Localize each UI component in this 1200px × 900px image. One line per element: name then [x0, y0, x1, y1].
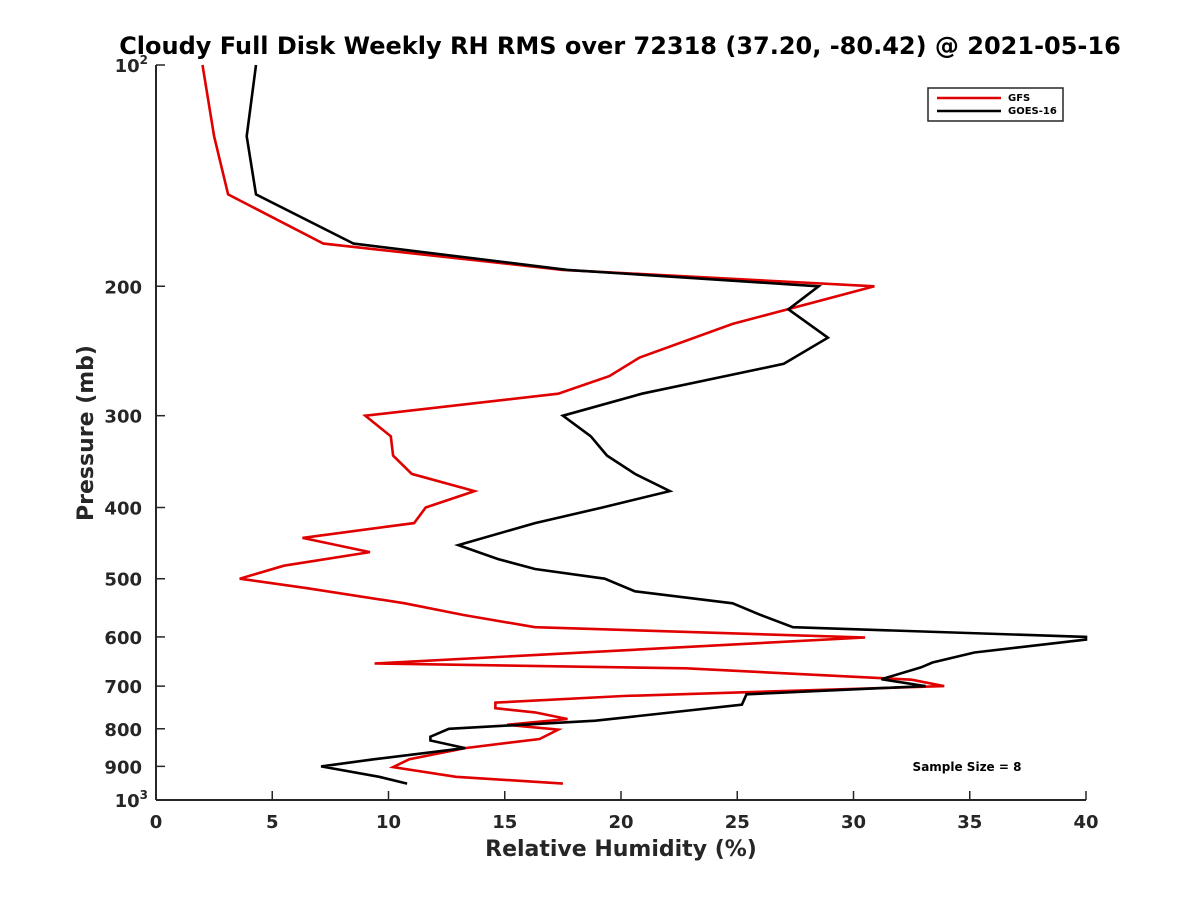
legend-label-gfs: GFS [1008, 93, 1030, 104]
legend-label-goes16: GOES-16 [1008, 106, 1057, 117]
y-tick-label: 200 [104, 277, 142, 298]
x-tick-label: 40 [1073, 812, 1098, 833]
legend: GFS GOES-16 [927, 87, 1064, 122]
x-axis-ticks: 0 5 10 15 20 25 30 35 40 [150, 791, 1099, 833]
x-tick-label: 35 [957, 812, 982, 833]
y-tick-label: 600 [104, 628, 142, 649]
x-tick-label: 0 [150, 812, 163, 833]
x-tick-label: 20 [608, 812, 633, 833]
x-tick-label: 5 [266, 812, 279, 833]
y-tick-label: 700 [104, 677, 142, 698]
x-tick-label: 10 [376, 812, 401, 833]
x-tick-label: 25 [725, 812, 750, 833]
y-tick-label: 300 [104, 407, 142, 428]
legend-box [927, 87, 1064, 122]
y-tick-label: 400 [104, 499, 142, 520]
x-tick-label: 15 [492, 812, 517, 833]
y-tick-label: 500 [104, 570, 142, 591]
sample-size-annotation: Sample Size = 8 [913, 760, 1022, 774]
y-tick-label-log: 103 [115, 788, 148, 812]
series-line-goes16 [245, 64, 1088, 785]
chart-title: Cloudy Full Disk Weekly RH RMS over 7231… [119, 32, 1121, 60]
x-tick-label: 30 [841, 812, 866, 833]
y-axis-ticks: 200 300 400 500 600 700 800 900 102 103 [104, 53, 165, 812]
y-axis-label: Pressure (mb) [74, 345, 99, 521]
series-lines [201, 64, 1088, 785]
y-tick-label-log: 102 [115, 53, 148, 77]
y-tick-label: 900 [104, 757, 142, 778]
y-tick-label: 800 [104, 720, 142, 741]
plot-axes [155, 65, 1086, 801]
x-axis-label: Relative Humidity (%) [485, 837, 757, 862]
